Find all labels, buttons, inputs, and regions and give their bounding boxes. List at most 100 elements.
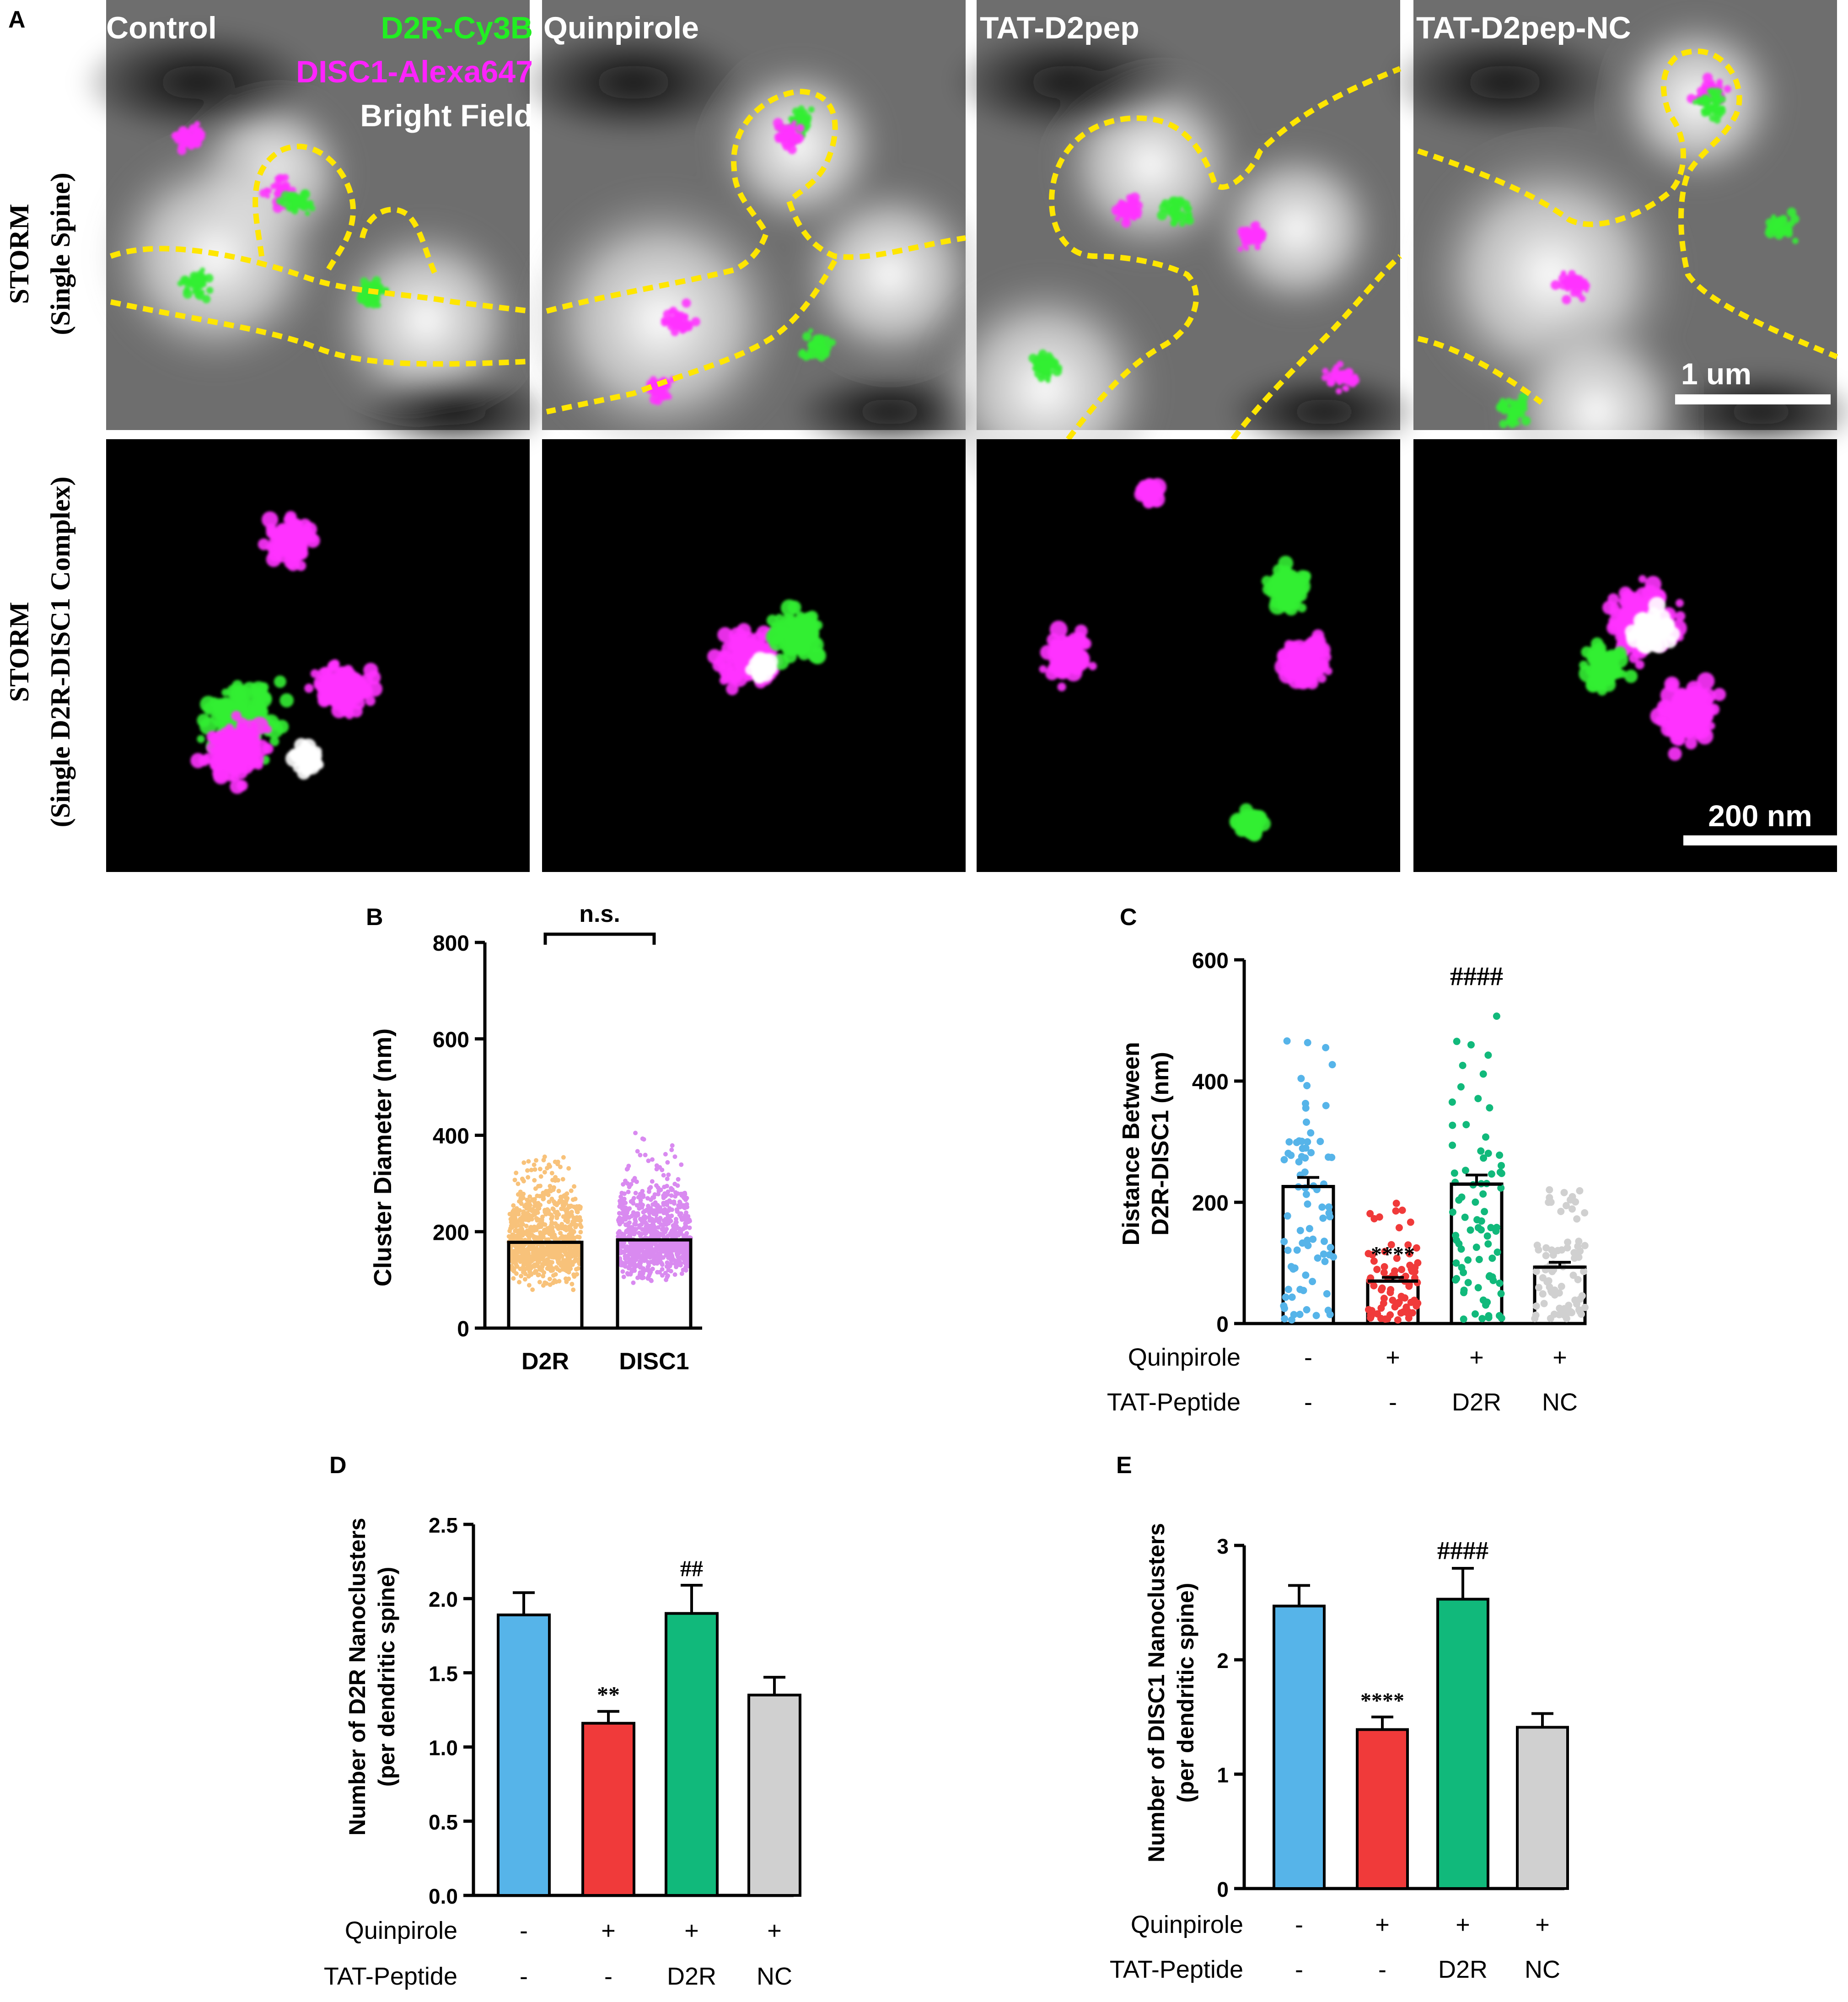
scatter-point [526, 1283, 532, 1288]
scatter-point [672, 1201, 677, 1206]
panel-b-significance: n.s. [543, 901, 656, 945]
scatter-point [565, 1219, 570, 1224]
scatter-point [666, 1172, 671, 1177]
scatter-point [1482, 1133, 1489, 1141]
scatter-point [1548, 1268, 1556, 1275]
scatter-point [654, 1216, 659, 1221]
scatter-point [1493, 1012, 1500, 1020]
scatter-point [1325, 1203, 1333, 1211]
panel-b-scatter [506, 1130, 693, 1292]
scatter-point [528, 1265, 533, 1270]
scatter-point [1302, 1271, 1310, 1279]
scatter-point [1303, 1118, 1310, 1126]
spine-outline [1049, 66, 1402, 441]
scatter-point [683, 1259, 688, 1265]
scatter-point [634, 1227, 639, 1232]
column-title-tat-d2pep-nc: TAT-D2pep-NC [1416, 11, 1631, 45]
scatter-point [527, 1194, 532, 1199]
localization-cluster-3 [646, 376, 676, 405]
scatter-point [553, 1201, 557, 1206]
panel-e-condition-table: Quinpirole - + + + TAT-Peptide - - D2R NC [1110, 1911, 1560, 1983]
panel-c-ylabel: Distance Between D2R-DISC1 (nm) [1118, 1042, 1174, 1245]
scatter-point [534, 1235, 539, 1240]
scatter-point [677, 1245, 682, 1250]
scatter-point [531, 1250, 536, 1255]
scatter-point [527, 1234, 532, 1239]
scatter-point [526, 1175, 531, 1180]
panel-c-row-label: Quinpirole [1128, 1344, 1241, 1371]
scatter-point [537, 1272, 541, 1277]
scatter-point [1397, 1292, 1405, 1300]
scatter-point [572, 1274, 577, 1279]
scatter-point [676, 1177, 681, 1182]
scatter-point [1381, 1248, 1389, 1255]
scatter-point [631, 1280, 636, 1285]
scatter-point [620, 1219, 625, 1224]
scatter-point [663, 1270, 668, 1275]
scatter-point [656, 1252, 661, 1257]
scatter-point [635, 1211, 640, 1216]
scatter-point [1571, 1254, 1578, 1262]
scatter-point [685, 1264, 690, 1269]
scatter-point [677, 1256, 682, 1261]
scatter-point [571, 1287, 576, 1292]
scatter-point [672, 1154, 677, 1159]
scatter-point [1392, 1200, 1400, 1207]
scatter-point [545, 1257, 550, 1262]
scatter-point [1380, 1269, 1388, 1276]
scatter-point [663, 1192, 668, 1197]
scatter-point [666, 1244, 671, 1249]
scatter-point [673, 1194, 678, 1199]
row-label-bottom-line1: STORM [4, 602, 34, 702]
panel-d-row-value: - [604, 1963, 612, 1990]
scatter-point [644, 1231, 649, 1236]
scatter-point [1373, 1265, 1381, 1273]
scatter-point [506, 1234, 511, 1239]
localization-cluster-3 [1496, 392, 1531, 428]
scalebar-1um-label: 1 um [1681, 357, 1751, 391]
scatter-point [685, 1250, 690, 1255]
scatter-point [646, 1158, 651, 1163]
scatter-point [517, 1257, 522, 1262]
scatter-group-0 [1280, 1037, 1337, 1324]
scatter-point [1399, 1308, 1407, 1316]
scatter-point [1557, 1208, 1565, 1215]
scatter-point [531, 1246, 536, 1251]
scatter-point [624, 1206, 629, 1211]
scatter-point [1452, 1259, 1460, 1267]
scatter-point [633, 1190, 638, 1195]
scatter-point [1284, 1246, 1292, 1254]
scatter-point [1457, 1083, 1465, 1091]
scatter-point [623, 1179, 628, 1184]
scatter-point [1413, 1302, 1420, 1310]
scatter-point [663, 1152, 668, 1157]
scatter-point [669, 1186, 674, 1191]
scatter-point [538, 1221, 543, 1226]
scatter-point [526, 1159, 531, 1164]
tile-spine-tat-d2pep [926, 0, 1425, 508]
scatter-point [563, 1201, 568, 1206]
complex-cluster-1 [1261, 555, 1311, 616]
scatter-point [532, 1167, 537, 1172]
scatter-point [532, 1204, 537, 1208]
scatter-point [654, 1183, 659, 1188]
scatter-point [549, 1196, 554, 1201]
scatter-point [1462, 1121, 1470, 1129]
panel-d-letter: D [329, 1452, 347, 1479]
scatter-point [638, 1265, 643, 1270]
scatter-point [563, 1224, 568, 1229]
scatter-point [682, 1225, 687, 1230]
scatter-point [679, 1193, 684, 1198]
scatter-point [1539, 1274, 1547, 1282]
panel-e-row-value: - [1295, 1956, 1303, 1983]
scatter-point [626, 1163, 631, 1168]
scatter-point [1370, 1257, 1378, 1265]
scatter-point [659, 1222, 664, 1227]
scatter-point [681, 1203, 686, 1208]
panel-d-ylabel-line1: Number of D2R Nanoclusters [344, 1518, 370, 1836]
scatter-point [1479, 1190, 1487, 1198]
scatter-point [650, 1216, 655, 1222]
scatter-point [1324, 1307, 1332, 1314]
scatter-point [1459, 1061, 1467, 1069]
scatter-point [1298, 1153, 1305, 1161]
